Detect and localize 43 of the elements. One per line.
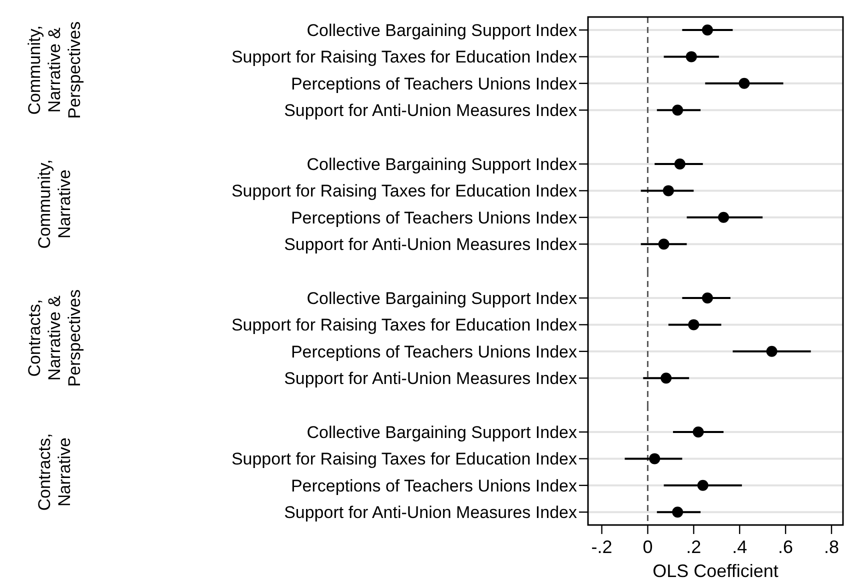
y-tick-label: Support for Anti-Union Measures Index xyxy=(284,369,578,388)
y-tick-label: Support for Anti-Union Measures Index xyxy=(284,101,578,120)
y-tick-label: Support for Anti-Union Measures Index xyxy=(284,503,578,522)
y-tick-label: Perceptions of Teachers Unions Index xyxy=(290,208,578,228)
y-tick-label: Support for Anti-Union Measures Index xyxy=(284,235,578,254)
y-axis-title: Community, Narrative xyxy=(35,159,74,249)
point xyxy=(658,238,670,250)
y-axis-title: Community, Narrative & Perspectives xyxy=(25,21,84,119)
y-tick-label: Perceptions of Teachers Unions Index xyxy=(290,476,578,496)
point xyxy=(660,372,672,384)
point xyxy=(738,78,750,89)
point xyxy=(688,319,700,330)
y-axis-title: Contracts, Narrative xyxy=(35,433,74,511)
y-tick-label: Collective Bargaining Support Index xyxy=(306,154,578,174)
y-tick-label: Collective Bargaining Support Index xyxy=(306,288,578,308)
point xyxy=(649,453,660,464)
point xyxy=(702,292,713,304)
x-tick-label: .8 xyxy=(824,537,840,557)
y-tick-label: Collective Bargaining Support Index xyxy=(306,20,578,40)
point xyxy=(766,346,778,357)
point xyxy=(672,506,684,518)
y-tick-label: Perceptions of Teachers Unions Index xyxy=(290,74,578,94)
y-tick-label: Collective Bargaining Support Index xyxy=(306,422,578,442)
y-tick-label: Support for Raising Taxes for Education Index xyxy=(231,48,578,67)
x-tick-label: .4 xyxy=(732,537,748,557)
x-tick-label: .2 xyxy=(686,537,702,557)
x-tick-label: -.2 xyxy=(591,537,612,557)
point xyxy=(718,212,730,223)
x-axis-title: OLS Coefficient xyxy=(652,561,778,581)
y-axis-title: Contracts, Narrative & Perspectives xyxy=(25,289,84,387)
y-tick-label: Support for Raising Taxes for Education Index xyxy=(231,450,578,469)
point xyxy=(674,158,686,170)
point xyxy=(686,51,697,62)
point xyxy=(672,104,684,116)
point xyxy=(662,185,674,196)
y-tick-label: Perceptions of Teachers Unions Index xyxy=(290,342,578,362)
point xyxy=(702,24,713,36)
point xyxy=(692,426,704,438)
x-tick-label: .6 xyxy=(778,537,794,557)
x-tick-label: 0 xyxy=(642,537,653,557)
point xyxy=(697,480,708,491)
y-tick-label: Support for Raising Taxes for Education Index xyxy=(231,182,578,201)
y-tick-label: Support for Raising Taxes for Education Index xyxy=(231,316,578,335)
